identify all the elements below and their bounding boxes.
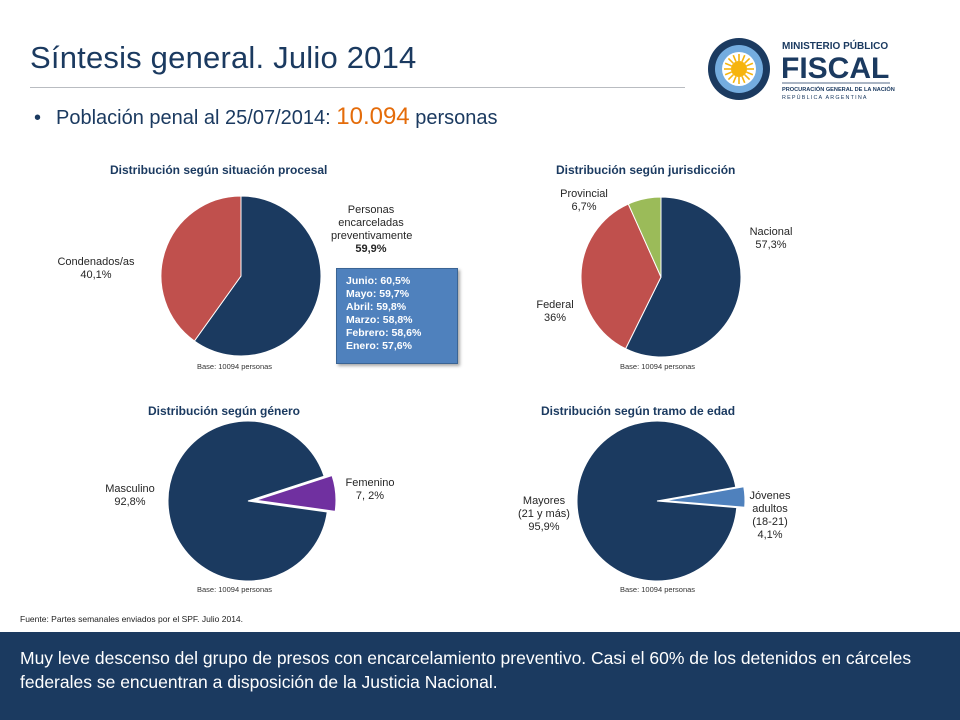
bullet-prefix: Población penal al 25/07/2014 bbox=[56, 107, 326, 129]
label-condenados-value: 40,1% bbox=[80, 269, 112, 281]
pie-slice-federal bbox=[580, 203, 662, 350]
sun-ray bbox=[741, 76, 746, 84]
sun-ray bbox=[727, 74, 734, 81]
label-federal-name: Federal bbox=[536, 299, 574, 311]
pie-jurisdiccion bbox=[580, 196, 742, 358]
summary-band bbox=[0, 632, 960, 720]
trend-line: Febrero: 58,6% bbox=[346, 327, 422, 339]
label-provincial-name: Provincial bbox=[560, 188, 608, 200]
label-jovenes-line2: adultos bbox=[752, 503, 788, 515]
label-femenino-name: Femenino bbox=[345, 477, 395, 489]
page-title: Síntesis general. Julio 2014 bbox=[30, 40, 417, 75]
sun-ray bbox=[746, 62, 754, 67]
sun-ray bbox=[732, 76, 737, 84]
pie-slice-mayores-21-y-más bbox=[576, 420, 738, 582]
label-condenados-name: Condenados/as bbox=[57, 256, 135, 268]
sun-ray bbox=[746, 71, 754, 76]
label-masculino: Masculino 92,8% bbox=[93, 483, 167, 509]
monthly-trend-box: Junio: 60,5% Mayo: 59,7% Abril: 59,8% Ma… bbox=[336, 268, 458, 364]
logo-line3: PROCURACIÓN GENERAL DE LA NACIÓN bbox=[782, 85, 895, 93]
label-jovenes-value: 4,1% bbox=[757, 529, 783, 541]
base-note-2: Base: 10094 personas bbox=[620, 362, 696, 371]
label-federal-value: 36% bbox=[543, 312, 567, 324]
label-femenino: Femenino 7, 2% bbox=[330, 477, 410, 503]
trend-line: Junio: 60,5% bbox=[346, 275, 411, 287]
bullet-colon: : bbox=[325, 107, 337, 129]
label-masculino-name: Masculino bbox=[105, 483, 155, 495]
chart-title-situacion-procesal: Distribución según situación procesal bbox=[110, 163, 328, 177]
label-jovenes-line1: Jóvenes bbox=[749, 490, 791, 502]
sun-core-icon bbox=[731, 61, 747, 77]
chart-title-genero: Distribución según género bbox=[148, 404, 301, 418]
sun-icon bbox=[724, 54, 754, 84]
label-preventivos-line3: preventivamente bbox=[331, 230, 413, 242]
population-bullet: • Población penal al 25/07/2014: 10.094 p… bbox=[34, 103, 498, 131]
logo-line2: FISCAL bbox=[781, 52, 889, 85]
label-preventivos-line1: Personas bbox=[347, 204, 395, 216]
sun-ray bbox=[727, 57, 734, 64]
trend-line: Mayo: 59,7% bbox=[346, 288, 410, 300]
population-number: 10.094 bbox=[336, 103, 410, 130]
ministerio-publico-fiscal-logo: MINISTERIO PÚBLICO FISCAL PROCURACIÓN GE… bbox=[708, 38, 895, 101]
bullet-suffix: personas bbox=[409, 107, 498, 129]
chart-title-jurisdiccion: Distribución según jurisdicción bbox=[556, 163, 736, 177]
label-nacional-value: 57,3% bbox=[755, 239, 787, 251]
label-preventivos-line2: encarceladas bbox=[338, 217, 404, 229]
label-masculino-value: 92,8% bbox=[114, 496, 146, 508]
label-nacional: Nacional 57,3% bbox=[735, 226, 807, 252]
label-mayores-line1: Mayores bbox=[522, 495, 566, 507]
pie-slice-jóvenes-adultos-18-21 bbox=[664, 486, 746, 508]
sun-ray bbox=[741, 54, 746, 62]
pie-slice-personas-encarceladas-preventivamente bbox=[193, 195, 322, 357]
label-preventivos-value: 59,9% bbox=[355, 243, 387, 255]
label-provincial: Provincial 6,7% bbox=[549, 188, 619, 214]
trend-line: Enero: 57,6% bbox=[346, 340, 412, 352]
sun-ray bbox=[744, 74, 751, 81]
logo-line4: REPÚBLICA ARGENTINA bbox=[782, 94, 868, 101]
label-mayores: Mayores (21 y más) 95,9% bbox=[509, 495, 579, 534]
label-mayores-value: 95,9% bbox=[528, 521, 560, 533]
bullet-dot: • bbox=[34, 107, 42, 129]
sun-ray bbox=[732, 54, 737, 62]
label-nacional-name: Nacional bbox=[749, 226, 793, 238]
label-femenino-value: 7, 2% bbox=[355, 490, 385, 502]
pie-genero bbox=[167, 420, 337, 582]
pie-slice-provincial bbox=[627, 196, 662, 278]
pie-slice-femenino bbox=[255, 474, 337, 512]
pie-slice-masculino bbox=[167, 420, 328, 582]
label-federal: Federal 36% bbox=[525, 299, 585, 325]
chart-title-tramo-edad: Distribución según tramo de edad bbox=[541, 404, 736, 418]
pie-slice-nacional bbox=[624, 196, 742, 358]
title-divider bbox=[30, 87, 685, 88]
label-preventivos: Personas encarceladas preventivamente 59… bbox=[331, 204, 413, 256]
sun-ray bbox=[724, 62, 732, 67]
base-note-1: Base: 10094 personas bbox=[197, 362, 273, 371]
pie-slice-condenados-as bbox=[160, 195, 242, 342]
trend-line: Marzo: 58,8% bbox=[346, 314, 413, 326]
base-note-4: Base: 10094 personas bbox=[620, 585, 696, 594]
label-provincial-value: 6,7% bbox=[571, 201, 597, 213]
label-mayores-line2: (21 y más) bbox=[518, 508, 570, 520]
logo-line1: MINISTERIO PÚBLICO bbox=[782, 39, 888, 52]
pie-tramo-edad bbox=[576, 420, 746, 582]
base-note-3: Base: 10094 personas bbox=[197, 585, 273, 594]
source-note: Fuente: Partes semanales enviados por el… bbox=[20, 614, 244, 624]
pie-situacion-procesal bbox=[160, 195, 322, 357]
summary-text: Muy leve descenso del grupo de presos co… bbox=[20, 648, 912, 692]
label-condenados: Condenados/as 40,1% bbox=[50, 256, 142, 282]
sun-ray bbox=[744, 57, 751, 64]
label-jovenes-line3: (18-21) bbox=[752, 516, 788, 528]
sun-ray bbox=[724, 71, 732, 76]
trend-line: Abril: 59,8% bbox=[346, 301, 407, 313]
label-jovenes: Jóvenes adultos (18-21) 4,1% bbox=[735, 490, 805, 542]
